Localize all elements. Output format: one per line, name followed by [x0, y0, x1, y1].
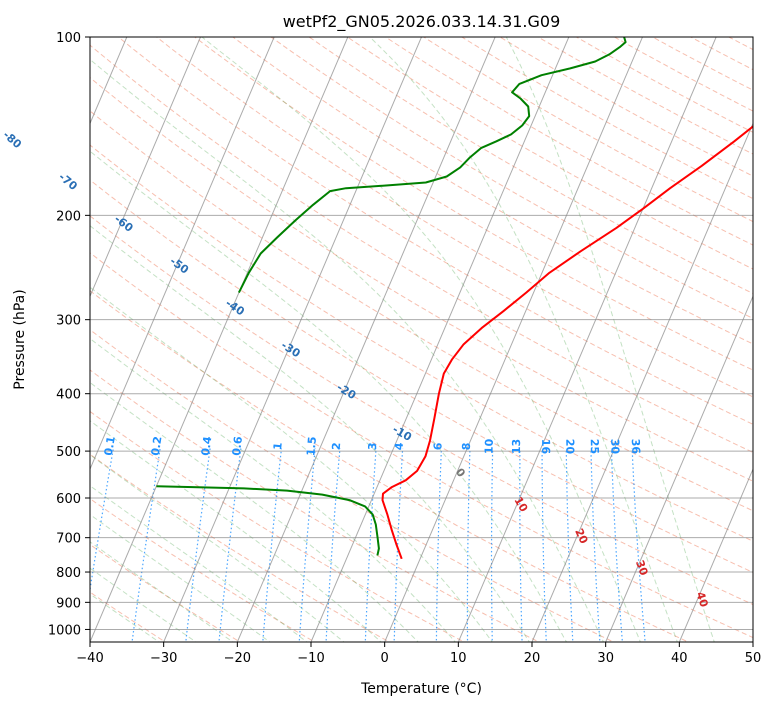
x-tick-label: 20 — [524, 651, 541, 666]
y-tick-label: 900 — [56, 596, 81, 611]
y-tick-label: 800 — [56, 566, 81, 581]
dry-adiabat — [117, 37, 753, 425]
dry-adiabat — [90, 179, 753, 573]
dewpoint-profile — [156, 485, 380, 556]
mixing-ratio-line — [262, 448, 282, 642]
grid-lines — [0, 24, 753, 645]
mixing-ratio-label: 6 — [431, 442, 444, 451]
moist-adiabat — [90, 58, 605, 642]
moist-adiabat — [201, 37, 641, 642]
y-axis: 100 200 300 400 500 600 700 800 900 1000 — [48, 31, 90, 638]
dry-adiabat — [90, 110, 753, 512]
mixing-ratio-label: 2 — [330, 442, 344, 451]
moist-adiabat — [90, 286, 493, 642]
isotherm — [384, 37, 644, 642]
x-axis: −40 −30 −20 −10 0 10 20 30 40 50 — [76, 642, 761, 666]
dry-adiabat — [90, 329, 615, 642]
mixing-ratio-label: 13 — [510, 439, 523, 454]
moist-adiabat-label: 40 — [693, 590, 710, 609]
x-tick-label: 50 — [745, 651, 762, 666]
isotherm — [90, 37, 349, 642]
x-tick-label: 0 — [381, 651, 389, 666]
x-tick-label: 10 — [450, 651, 467, 666]
x-tick-label: 40 — [671, 651, 688, 666]
mixing-ratio-label: 30 — [608, 438, 622, 454]
isotherm — [310, 37, 570, 642]
isotherm — [752, 640, 753, 642]
mixing-ratio-label: 0.4 — [199, 435, 215, 456]
mixing-ratio-label: 20 — [563, 439, 576, 455]
y-tick-label: 600 — [56, 492, 81, 507]
isotherm — [90, 37, 202, 298]
dry-adiabat-label: -80 — [0, 128, 24, 151]
dry-adiabat — [90, 453, 391, 642]
mixing-ratio-label: 10 — [483, 438, 496, 454]
chart-title: wetPf2_GN05.2026.033.14.31.G09 — [283, 12, 561, 32]
mixing-ratio-label: 8 — [460, 442, 473, 450]
y-tick-label: 400 — [56, 388, 81, 403]
mixing-ratio-line — [218, 448, 242, 642]
dry-adiabat — [90, 144, 753, 542]
isotherm — [0, 24, 59, 645]
mixing-ratio-label: 1 — [271, 442, 285, 451]
x-tick-label: −20 — [224, 651, 251, 666]
mixing-ratio-label: 3 — [366, 442, 380, 451]
mixing-ratio-label: 25 — [588, 439, 601, 455]
isotherm — [678, 467, 753, 642]
mixing-ratio-label: 1.5 — [304, 436, 319, 457]
plot-frame — [89, 36, 754, 643]
mixing-ratio-label: 16 — [539, 439, 552, 455]
dry-adiabat — [90, 44, 753, 453]
isotherm — [605, 295, 753, 642]
moist-adiabat-label: 30 — [633, 558, 651, 577]
mixing-ratio-label: 0.6 — [230, 435, 245, 456]
y-tick-label: 1000 — [48, 623, 81, 638]
x-tick-label: −40 — [76, 651, 103, 666]
plot-background — [90, 37, 753, 642]
dry-adiabat — [155, 37, 753, 398]
moist-adiabat — [90, 485, 308, 642]
x-axis-title: Temperature (°C) — [360, 681, 482, 697]
dry-adiabat-label: -70 — [56, 170, 80, 193]
y-tick-label: 500 — [56, 445, 81, 460]
isotherm — [90, 37, 275, 471]
isotherm — [236, 37, 496, 642]
isotherm — [457, 37, 717, 642]
dewpoint-profile — [238, 37, 627, 294]
moist-adiabat-label: 20 — [572, 527, 590, 547]
mixing-ratio-label: 36 — [629, 438, 643, 454]
y-axis-title: Pressure (hPa) — [12, 289, 28, 389]
mixing-ratio-line — [90, 448, 114, 594]
x-tick-label: 30 — [597, 651, 614, 666]
x-tick-label: −10 — [297, 651, 324, 666]
mixing-ratio-label: 4 — [392, 442, 405, 451]
isotherm — [163, 37, 423, 642]
mixing-ratio-label: 0.1 — [102, 435, 118, 456]
y-tick-label: 700 — [56, 532, 81, 547]
y-tick-label: 100 — [56, 31, 81, 46]
mixing-ratio-line — [185, 448, 211, 642]
dry-adiabat — [90, 77, 753, 482]
mixing-ratio-label: 0.2 — [149, 435, 165, 456]
y-tick-label: 300 — [56, 314, 81, 329]
x-tick-label: −30 — [150, 651, 177, 666]
dry-adiabat — [193, 37, 753, 371]
y-tick-label: 200 — [56, 209, 81, 224]
